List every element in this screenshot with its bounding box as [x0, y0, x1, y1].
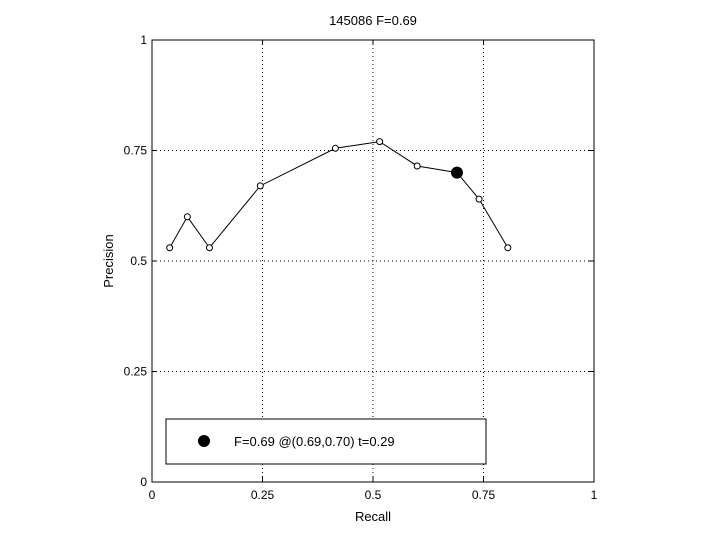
data-point [166, 244, 174, 252]
x-tick-label: 0.5 [365, 488, 382, 502]
legend-marker [198, 435, 210, 447]
data-point [475, 195, 483, 203]
legend-label: F=0.69 @(0.69,0.70) t=0.29 [234, 434, 395, 449]
grid [152, 40, 594, 482]
data-point [256, 182, 264, 190]
chart-title: 145086 F=0.69 [329, 13, 417, 28]
legend-box [165, 418, 487, 465]
x-axis-label: Recall [355, 509, 391, 524]
x-tick-label: 0.75 [472, 488, 496, 502]
y-tick-label: 0.25 [124, 365, 148, 379]
y-tick-label: 0.75 [124, 144, 148, 158]
data-point [376, 138, 384, 146]
series-layer [166, 138, 512, 252]
x-tick-label: 0 [149, 488, 156, 502]
legend: F=0.69 @(0.69,0.70) t=0.29 [165, 418, 487, 465]
best-point-marker [450, 166, 463, 179]
data-point [504, 244, 512, 252]
y-tick-label: 1 [140, 33, 147, 47]
y-tick-label: 0 [140, 475, 147, 489]
x-tick-label: 1 [591, 488, 598, 502]
data-point [183, 213, 191, 221]
x-tick-label: 0.25 [251, 488, 275, 502]
data-point [205, 244, 213, 252]
y-axis-label: Precision [101, 234, 116, 287]
ticks: 0 0.25 0.5 0.75 1 0 0.25 0.5 0.75 1 [124, 33, 598, 502]
data-point [331, 144, 339, 152]
series-line [169, 141, 509, 249]
y-tick-label: 0.5 [130, 254, 147, 268]
data-point [413, 162, 421, 170]
